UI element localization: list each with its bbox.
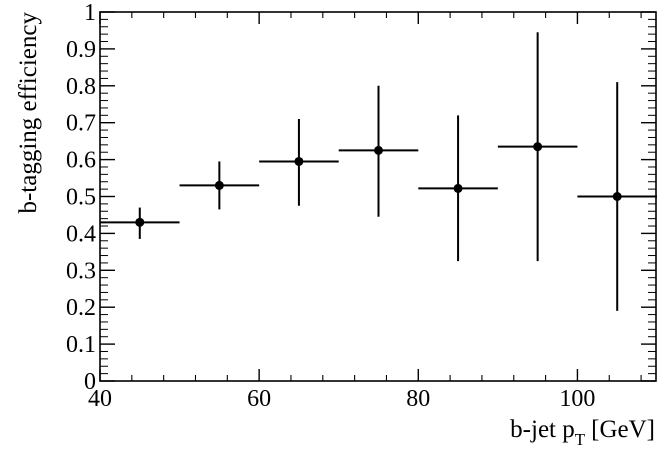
data-point-2	[179, 161, 260, 210]
y-tick-label: 0.9	[66, 37, 96, 63]
y-tick-label: 0.3	[66, 258, 96, 284]
x-axis-title-subscript: T	[575, 430, 586, 449]
y-axis-title: b-tagging efficiency	[15, 12, 42, 214]
y-tick-label: 0.6	[66, 148, 96, 174]
y-tick-label: 0.8	[66, 74, 96, 100]
data-point-1	[100, 207, 180, 239]
y-tick-label: 0.5	[66, 185, 96, 211]
x-axis-title: b-jet pT [GeV]	[510, 416, 655, 449]
data-marker	[453, 183, 463, 193]
data-marker	[533, 142, 543, 152]
x-tick-label: 100	[559, 386, 595, 412]
y-tick-label: 1	[84, 0, 96, 26]
data-point-7	[577, 82, 657, 311]
x-tick-label: 80	[406, 386, 430, 412]
x-tick-label: 60	[247, 386, 271, 412]
y-tick-label: 0.4	[66, 221, 96, 247]
data-point-6	[497, 32, 578, 262]
data-marker	[612, 192, 622, 201]
y-tick-label: 0.2	[66, 295, 96, 321]
y-tick-label: 0	[84, 369, 96, 395]
data-marker	[214, 180, 224, 190]
x-axis-title-main: b-jet p	[510, 416, 575, 443]
tick-labels: 40 60 80 100 0 0.1 0.2 0.3 0.4 0.5 0.6 0.7 0.8 0.9 1	[66, 0, 595, 412]
data-points	[100, 32, 657, 311]
y-tick-label: 0.1	[66, 332, 96, 358]
x-axis-title-unit: [GeV]	[591, 416, 655, 443]
x-tick-label: 40	[88, 386, 112, 412]
data-point-4	[338, 85, 419, 217]
data-marker	[294, 156, 304, 166]
data-marker	[374, 145, 383, 155]
data-point-3	[259, 119, 339, 206]
data-point-5	[418, 115, 498, 262]
data-marker	[135, 217, 145, 227]
y-tick-label: 0.7	[66, 111, 96, 137]
plot-frame	[99, 11, 657, 382]
